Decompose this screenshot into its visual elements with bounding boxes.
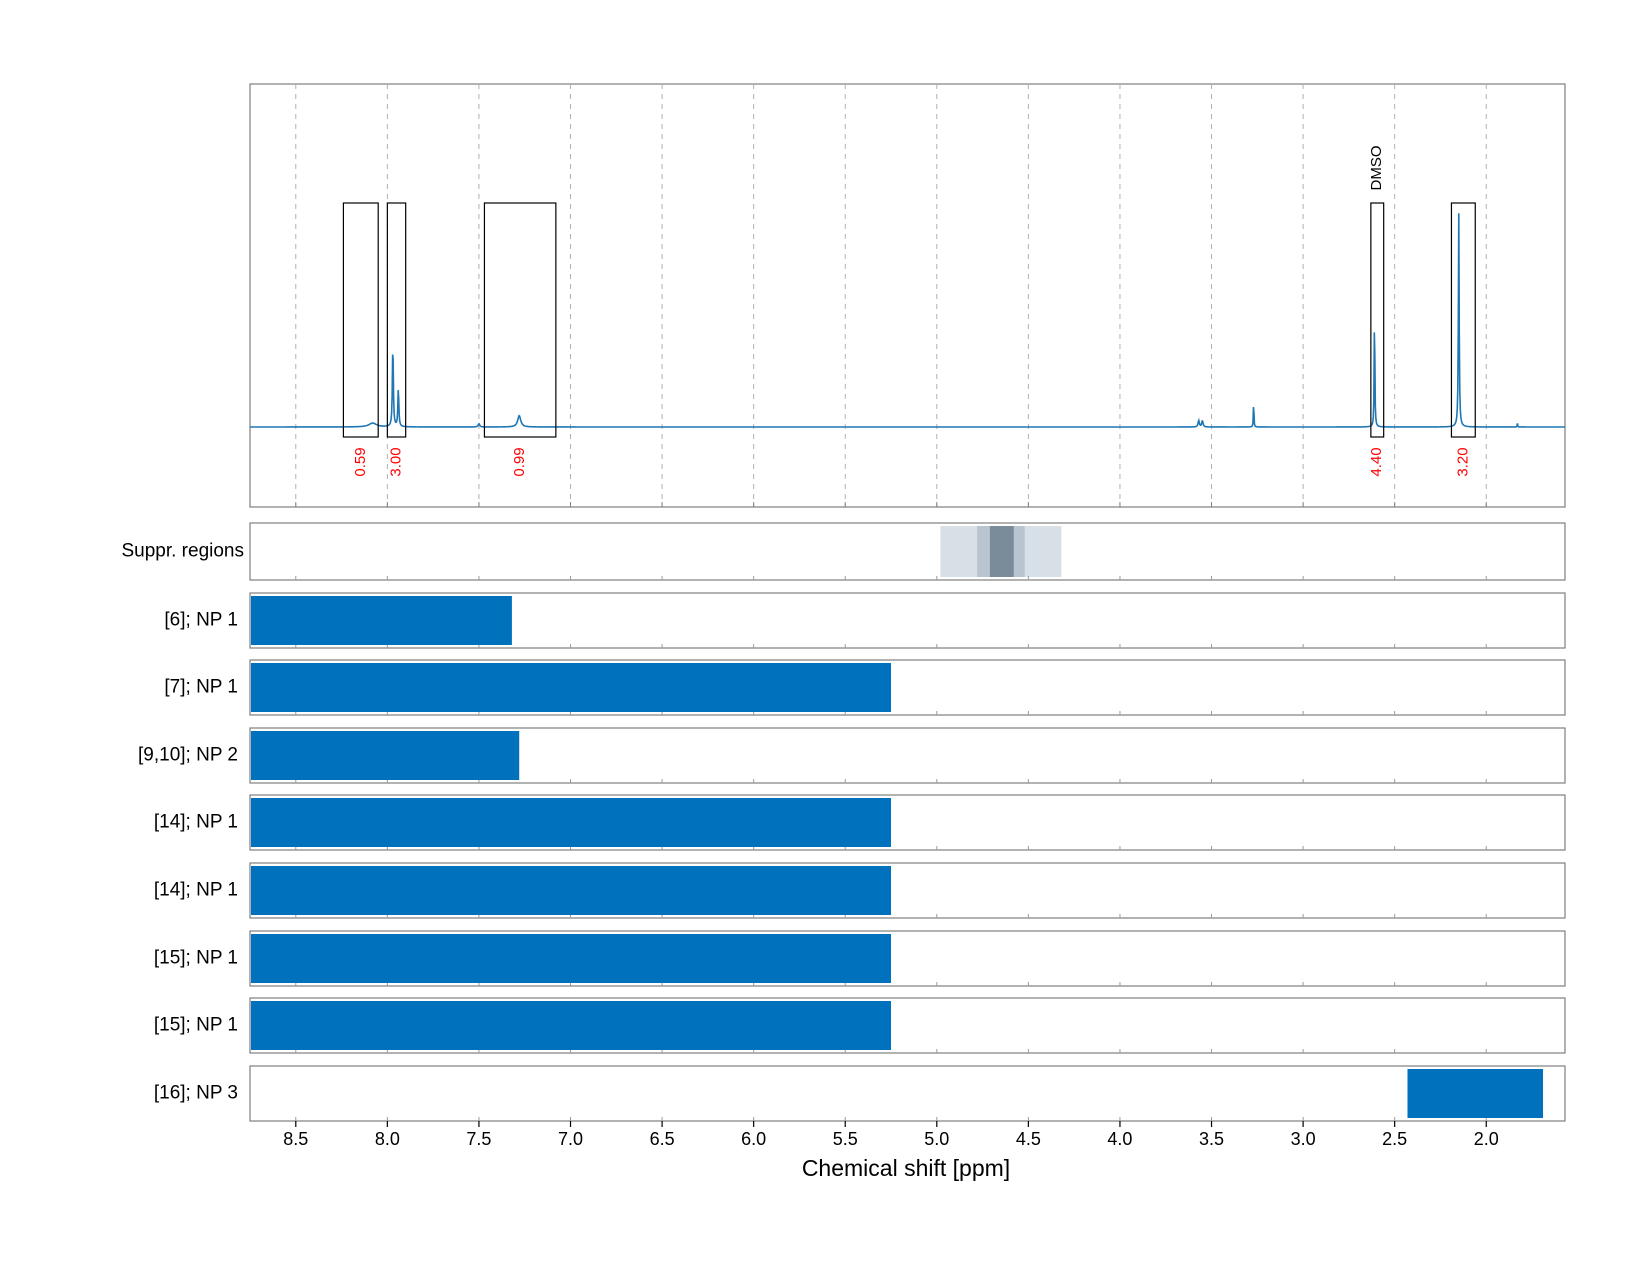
solvent-annotation: DMSO xyxy=(1368,146,1385,191)
bar-row-label: [15]; NP 1 xyxy=(154,1015,238,1036)
x-axis-label: Chemical shift [ppm] xyxy=(802,1155,1010,1181)
bar xyxy=(251,596,512,645)
bar xyxy=(251,866,892,915)
x-tick-label: 5.5 xyxy=(833,1129,858,1149)
bar-row: [7]; NP 1 xyxy=(164,659,1566,716)
integral-label: 0.59 xyxy=(352,447,369,476)
integral-box xyxy=(386,202,407,438)
x-tick-label: 2.0 xyxy=(1474,1129,1499,1149)
integral-box xyxy=(342,202,379,438)
x-tick-label: 4.5 xyxy=(1016,1129,1041,1149)
integral-box xyxy=(1450,202,1476,438)
bar-row-label: [9,10]; NP 2 xyxy=(138,745,238,766)
bar-row-label: [14]; NP 1 xyxy=(154,812,238,833)
bar-row-label: [15]; NP 1 xyxy=(154,948,238,969)
integral-box xyxy=(1370,202,1385,438)
bar-row: [14]; NP 1 xyxy=(154,862,1566,919)
integral-label: 3.20 xyxy=(1454,447,1471,476)
bar-row: [15]; NP 1 xyxy=(154,930,1566,987)
x-tick-label: 3.5 xyxy=(1199,1129,1224,1149)
integral-box xyxy=(483,202,557,438)
bar xyxy=(1407,1069,1544,1118)
bar-row-label: [16]; NP 3 xyxy=(154,1083,238,1104)
x-tick-label: 7.5 xyxy=(466,1129,491,1149)
bar-row: [6]; NP 1 xyxy=(164,592,1566,649)
suppression-frame xyxy=(249,522,1566,581)
spectrum-line xyxy=(250,213,1565,428)
integral-label: 0.99 xyxy=(511,447,528,476)
x-tick-label: 6.0 xyxy=(741,1129,766,1149)
x-tick-label: 3.0 xyxy=(1291,1129,1316,1149)
integral-label: 4.40 xyxy=(1368,447,1385,476)
bar-row-label: [6]; NP 1 xyxy=(164,610,238,631)
bar xyxy=(251,934,892,983)
x-tick-label: 6.5 xyxy=(650,1129,675,1149)
bar-row: [16]; NP 3 xyxy=(154,1065,1566,1122)
x-axis: 8.5 8.0 7.5 7.0 6.5 6.0 5.5 5.0 4.5 4.0 3.5 3.0 2.5 2… xyxy=(283,1121,1499,1149)
x-tick-label: 8.5 xyxy=(283,1129,308,1149)
x-tick-label: 7.0 xyxy=(558,1129,583,1149)
bar xyxy=(251,798,892,847)
x-tick-label: 8.0 xyxy=(375,1129,400,1149)
suppression-panel: Suppr. regions xyxy=(121,522,1566,581)
integral-label: 3.00 xyxy=(387,447,404,476)
bar-row: [9,10]; NP 2 xyxy=(138,727,1566,784)
x-tick-label: 2.5 xyxy=(1382,1129,1407,1149)
bar-row-label: [14]; NP 1 xyxy=(154,880,238,901)
bar xyxy=(251,731,520,780)
suppression-band-dark xyxy=(989,526,1014,577)
suppression-label: Suppr. regions xyxy=(121,541,244,562)
spectrum-panel: 0.59 3.00 0.99 4.40 DMSO 3.20 xyxy=(249,83,1566,508)
x-tick-label: 4.0 xyxy=(1107,1129,1132,1149)
bar-row: [15]; NP 1 xyxy=(154,997,1566,1054)
bar xyxy=(251,663,892,712)
bar-row-label: [7]; NP 1 xyxy=(164,677,238,698)
spectrum-frame xyxy=(249,83,1566,508)
bar-panels: [6]; NP 1 [7]; NP 1 [9,10]; NP 2 [14]; NP 1… xyxy=(138,592,1566,1122)
x-tick-label: 5.0 xyxy=(924,1129,949,1149)
bar xyxy=(251,1001,892,1050)
bar-row-frame xyxy=(249,1065,1566,1122)
bar-row: [14]; NP 1 xyxy=(154,794,1566,851)
